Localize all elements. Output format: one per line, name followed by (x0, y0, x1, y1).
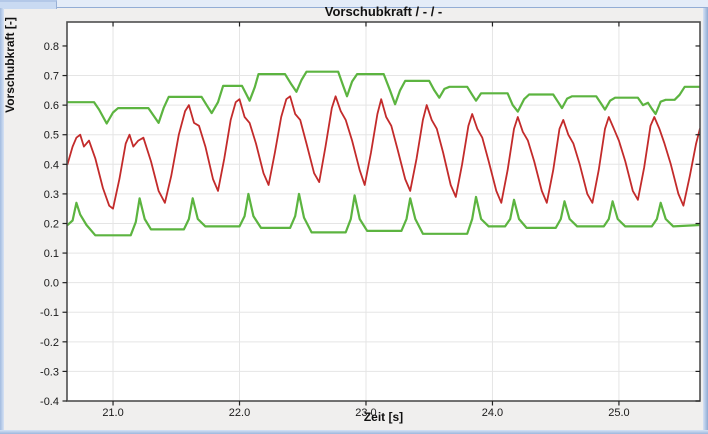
x-tick-label: 21.0 (102, 407, 123, 419)
grid-lines (67, 22, 700, 401)
plot-background (67, 22, 700, 401)
series-line-vorschubkraft-signal (67, 95, 700, 210)
axis-ticks (62, 22, 700, 406)
y-tick-label: 0.1 (44, 248, 59, 260)
x-tick-label: 23.0 (355, 407, 376, 419)
x-axis-label: Zeit [s] (363, 410, 404, 424)
y-tick-label: -0.2 (40, 337, 59, 349)
chart-title: Vorschubkraft / - / - (324, 4, 443, 19)
y-tick-label: -0.1 (40, 307, 59, 319)
series-line-lower-envelope (67, 192, 700, 237)
window-border-bottom (0, 430, 708, 434)
y-tick-label: 0.6 (44, 100, 59, 112)
window-border-right (703, 8, 708, 434)
y-tick-label: 0.8 (44, 41, 59, 53)
axis-tick-labels: 0.8 0.7 0.6 0.5 0.4 0.3 0.2 0.1 0.0 -0.1 -0.2 -0.3 -… (40, 41, 630, 419)
y-tick-label: 0.3 (44, 189, 59, 201)
x-tick-label: 24.0 (482, 407, 503, 419)
window-top-strip (0, 0, 708, 8)
x-tick-label: 22.0 (229, 407, 250, 419)
window-border-left (0, 8, 4, 434)
y-tick-label: 0.2 (44, 218, 59, 230)
y-tick-label: 0.5 (44, 130, 59, 142)
y-tick-label: 0.0 (44, 278, 59, 290)
plot-border (66, 21, 701, 402)
y-tick-label: 0.7 (44, 71, 59, 83)
window-tab[interactable] (0, 0, 57, 9)
y-tick-label: 0.4 (44, 159, 59, 171)
x-tick-label: 25.0 (608, 407, 629, 419)
series-line-upper-envelope (67, 70, 700, 125)
y-tick-label: -0.3 (40, 366, 59, 378)
y-tick-label: -0.4 (40, 396, 59, 408)
